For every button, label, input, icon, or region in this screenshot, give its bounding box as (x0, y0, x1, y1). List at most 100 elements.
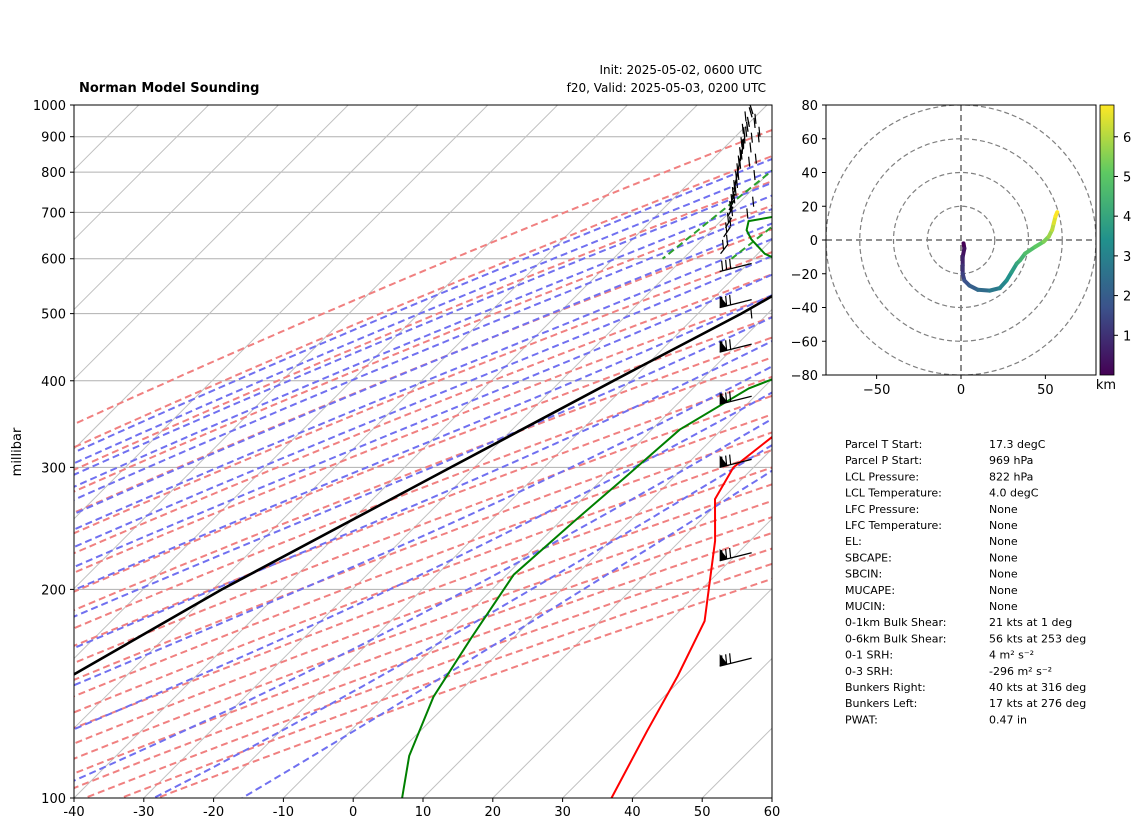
sounding-stats-table: Parcel T Start: 17.3 degC Parcel P Start: 9… (845, 438, 1086, 726)
stat-value: 4 m² s⁻² (989, 649, 1034, 662)
mixing-ratio-line (914, 105, 1120, 259)
moist-adiabat (74, 365, 772, 687)
stat-label: LFC Temperature: (845, 519, 942, 532)
isotherm-line (74, 105, 768, 798)
dewpoint-profile (401, 216, 772, 798)
x-tick-label: -30 (133, 805, 154, 820)
stat-value: None (989, 503, 1018, 516)
wind-barb (719, 653, 752, 667)
stat-label: LCL Pressure: (845, 470, 919, 483)
moist-adiabat (74, 194, 772, 488)
stat-value: None (989, 519, 1018, 532)
stat-value: 0.47 in (989, 713, 1027, 726)
wind-barb (719, 294, 752, 309)
mixing-ratio-line (1007, 105, 1142, 259)
stat-value: 4.0 degC (989, 487, 1039, 500)
isotherm-line (282, 308, 772, 798)
hodograph-segment (1053, 210, 1060, 219)
stat-label: MUCAPE: (845, 584, 895, 597)
colorbar-tick-label: 5 (1123, 170, 1131, 185)
hodograph-y-ticks: 80 60 40 20 0 −20 −40 −60 −80 (791, 99, 826, 384)
stat-value: None (989, 535, 1018, 548)
colorbar (1099, 104, 1115, 376)
dry-adiabat (74, 128, 772, 426)
mixing-ratio-line (984, 105, 1142, 259)
mixing-ratio-line (869, 105, 1072, 259)
hodograph-trace (960, 210, 1060, 293)
stat-label: PWAT: (845, 713, 878, 726)
wind-barb (745, 121, 756, 181)
moist-adiabat (74, 340, 772, 650)
parcel-profile (74, 294, 772, 676)
x-tick-label: 20 (485, 805, 502, 820)
colorbar-tick-label: 1 (1123, 329, 1131, 344)
wind-barb (749, 105, 761, 137)
init-time: Init: 2025-05-02, 0600 UTC (599, 63, 762, 77)
wind-barb (724, 206, 734, 229)
hodograph-y-tick-label: −80 (791, 369, 818, 384)
hodograph-segment (1023, 244, 1038, 256)
wind-barb (719, 339, 752, 353)
stat-label: Parcel P Start: (845, 454, 922, 467)
wind-barb (719, 391, 752, 405)
hodograph-x-tick-label: −50 (863, 383, 890, 398)
stat-value: None (989, 600, 1018, 613)
x-tick-label: -20 (203, 805, 224, 820)
stat-label: Parcel T Start: (845, 438, 922, 451)
hodograph-y-tick-label: −40 (791, 302, 818, 317)
stat-value: -296 m² s⁻² (989, 665, 1052, 678)
stat-label: EL: (845, 535, 862, 548)
hodograph-x-tick-label: 50 (1037, 383, 1054, 398)
dry-adiabat (74, 449, 772, 714)
isotherm-line (74, 105, 698, 729)
dry-adiabat (74, 251, 772, 535)
isotherm-line (352, 378, 772, 798)
wind-barb (719, 547, 752, 562)
wind-barb (728, 185, 737, 211)
isobar-grid (74, 105, 772, 798)
moist-adiabat (74, 316, 772, 618)
colorbar-tick-label: 3 (1123, 250, 1131, 265)
dry-adiabat (74, 154, 772, 449)
stat-label: SBCIN: (845, 568, 882, 581)
hodograph-y-tick-label: 40 (801, 167, 818, 182)
moist-adiabat (74, 391, 772, 731)
wind-barb (745, 126, 755, 207)
dry-adiabat (74, 204, 772, 493)
isotherm-line (74, 105, 349, 380)
hodograph-x-tick-label: 0 (957, 383, 965, 398)
x-tick-label: 0 (349, 805, 357, 820)
x-tick-label: 10 (415, 805, 432, 820)
stat-value: 21 kts at 1 deg (989, 616, 1072, 629)
x-tick-label: 40 (624, 805, 641, 820)
x-tick-label: -40 (63, 805, 84, 820)
colorbar-ticks: 1 2 3 4 5 6 (1114, 131, 1131, 344)
stat-label: 0-1 SRH: (845, 649, 893, 662)
stat-value: 56 kts at 253 deg (989, 632, 1086, 645)
x-tick-label: 30 (554, 805, 571, 820)
dry-adiabat (74, 466, 772, 730)
moist-adiabat-lines (74, 157, 772, 798)
mixing-ratio-line (823, 105, 1023, 259)
hodograph-y-tick-label: 0 (810, 234, 818, 249)
dry-adiabat (74, 180, 772, 471)
dry-adiabat (74, 499, 772, 760)
dry-adiabat (74, 531, 772, 790)
isotherm-line (74, 105, 629, 660)
moist-adiabat (74, 294, 772, 592)
wind-barb (748, 107, 760, 143)
stat-label: 0-3 SRH: (845, 665, 893, 678)
hodograph-x-ticks: −50 0 50 (863, 375, 1054, 398)
hodograph-y-tick-label: −60 (791, 335, 818, 350)
isotherm-line (74, 105, 280, 311)
y-tick-label: 700 (41, 206, 66, 221)
colorbar-tick-label: 4 (1123, 210, 1131, 225)
stat-label: SBCAPE: (845, 551, 892, 564)
dry-adiabat (74, 394, 772, 665)
stat-value: None (989, 568, 1018, 581)
wind-barb (739, 123, 744, 162)
isotherm-line (143, 169, 772, 798)
y-tick-label: 100 (41, 792, 66, 807)
